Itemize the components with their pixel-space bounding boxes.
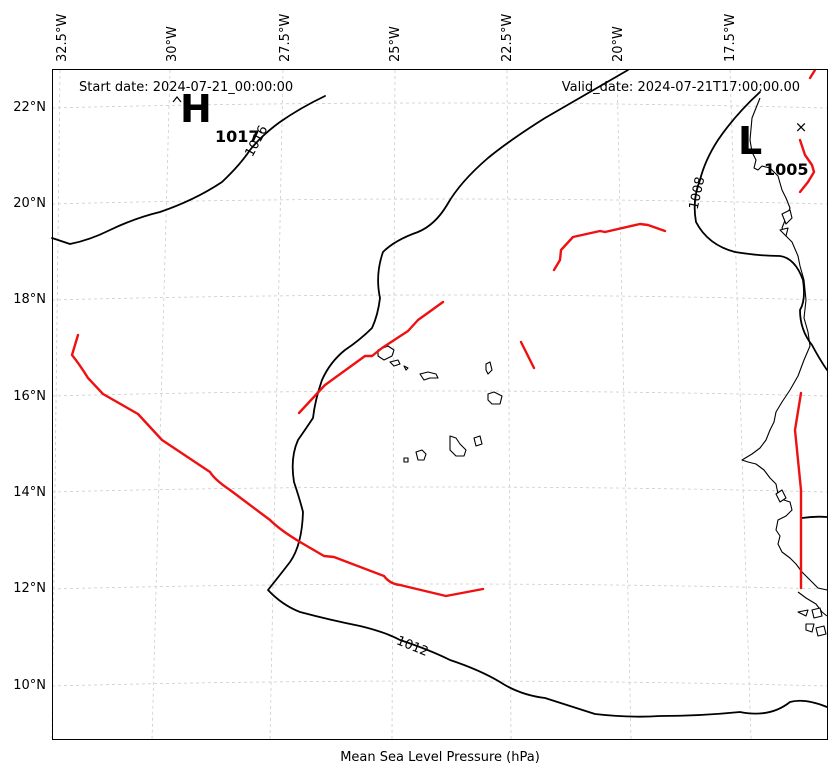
lat-tick-16n: 16°N <box>13 389 46 404</box>
map-caption: Mean Sea Level Pressure (hPa) <box>340 750 540 765</box>
bissagos-2 <box>811 607 823 619</box>
trough-short <box>519 340 536 370</box>
lon-tick-27-5w: 27.5°W <box>278 14 293 62</box>
trough-top-right <box>808 68 817 80</box>
parallel-18n <box>51 294 828 301</box>
island-santa-luzia <box>403 365 409 371</box>
lat-tick-10n: 10°N <box>13 678 46 693</box>
isobars <box>51 69 828 718</box>
isobar-1016 <box>51 95 326 245</box>
bissagos-1 <box>797 609 809 617</box>
island-santiago <box>449 435 467 457</box>
meridian-22-5w <box>506 69 512 741</box>
island-sao-vicente <box>389 359 401 367</box>
island-boa-vista <box>487 391 503 405</box>
trough-low-east <box>798 138 816 194</box>
lat-tick-12n: 12°N <box>13 581 46 596</box>
africa-coastline <box>741 97 828 591</box>
trough-central <box>297 300 445 415</box>
lat-tick-22n: 22°N <box>13 100 46 115</box>
meridian-25w <box>391 69 396 741</box>
trough-west <box>70 333 485 598</box>
troughs <box>70 68 817 598</box>
lon-tick-22-5w: 22.5°W <box>500 14 515 62</box>
parallel-20n <box>51 198 828 205</box>
cape-verde-islands <box>377 345 503 463</box>
high-pressure-marker <box>172 96 182 103</box>
low-pressure-value: 1005 <box>764 160 809 179</box>
isobar-label-1012: 1012 <box>394 634 430 660</box>
lat-tick-20n: 20°N <box>13 196 46 211</box>
island-sal <box>485 361 493 375</box>
lon-tick-32-5w: 32.5°W <box>55 14 70 62</box>
parallel-22n <box>51 102 828 109</box>
latitude-tick-labels: 22°N 20°N 18°N 16°N 14°N 12°N 10°N <box>13 100 46 693</box>
meridian-20w <box>616 69 632 741</box>
lon-tick-25w: 25°W <box>388 26 403 62</box>
parallel-10n <box>51 680 828 687</box>
guinea-coast <box>797 591 828 617</box>
isobar-1008 <box>693 91 828 371</box>
bissagos-4 <box>815 625 827 637</box>
coastlines <box>741 97 828 637</box>
lon-tick-17-5w: 17.5°W <box>723 14 738 62</box>
lon-tick-20w: 20°W <box>611 26 626 62</box>
lat-tick-14n: 14°N <box>13 485 46 500</box>
low-pressure-marker: × <box>795 118 808 136</box>
isobar-1016-east <box>801 515 828 519</box>
trough-africa <box>793 391 803 590</box>
parallel-12n <box>51 583 828 590</box>
start-date: Start date: 2024-07-21_00:00:00 <box>79 80 293 95</box>
island-maio <box>473 435 483 447</box>
high-pressure-value: 1017 <box>215 127 260 146</box>
meridian-30w <box>151 69 171 741</box>
bissagos-3 <box>805 623 815 633</box>
parallel-14n <box>51 486 828 493</box>
lon-tick-30w: 30°W <box>165 26 180 62</box>
meridian-27-5w <box>269 69 284 741</box>
meridian-17-5w <box>729 69 752 741</box>
island-brava <box>403 457 409 463</box>
longitude-tick-labels: 32.5°W 30°W 27.5°W 25°W 22.5°W 20°W 17.5… <box>55 14 738 62</box>
map-frame <box>52 69 828 740</box>
valid-date: Valid_date: 2024-07-21T17:00:00.00 <box>562 80 800 95</box>
low-pressure-letter: L <box>738 119 762 163</box>
island-sao-nicolau <box>419 371 439 381</box>
coastal-islet-b <box>779 227 789 237</box>
island-fogo <box>415 449 427 461</box>
graticule <box>51 69 828 741</box>
high-pressure-letter: H <box>180 87 212 131</box>
isobar-label-1008: 1008 <box>687 176 709 211</box>
lat-tick-18n: 18°N <box>13 292 46 307</box>
isobar-1012 <box>267 69 828 718</box>
coastal-islet-a <box>781 209 793 225</box>
coastal-islet-c <box>775 489 787 503</box>
trough-northeast <box>552 222 667 272</box>
meridian-32-5w <box>51 69 61 741</box>
parallel-16n <box>51 390 828 397</box>
